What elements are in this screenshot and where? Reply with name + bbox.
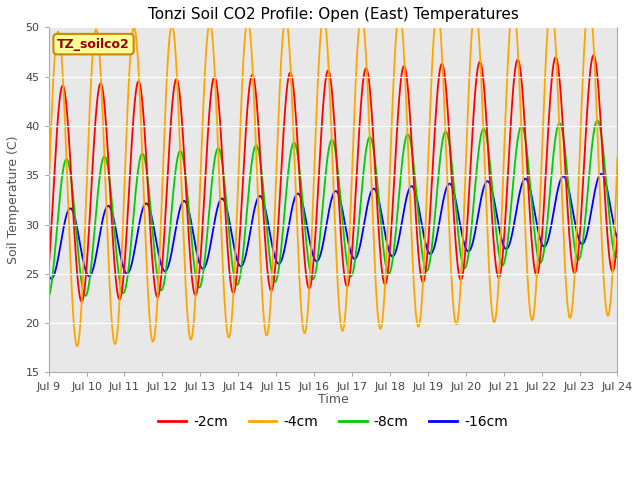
Title: Tonzi Soil CO2 Profile: Open (East) Temperatures: Tonzi Soil CO2 Profile: Open (East) Temp… [148,7,518,22]
Text: TZ_soilco2: TZ_soilco2 [57,37,130,50]
Y-axis label: Soil Temperature (C): Soil Temperature (C) [7,136,20,264]
X-axis label: Time: Time [317,393,348,406]
Legend: -2cm, -4cm, -8cm, -16cm: -2cm, -4cm, -8cm, -16cm [153,409,513,434]
